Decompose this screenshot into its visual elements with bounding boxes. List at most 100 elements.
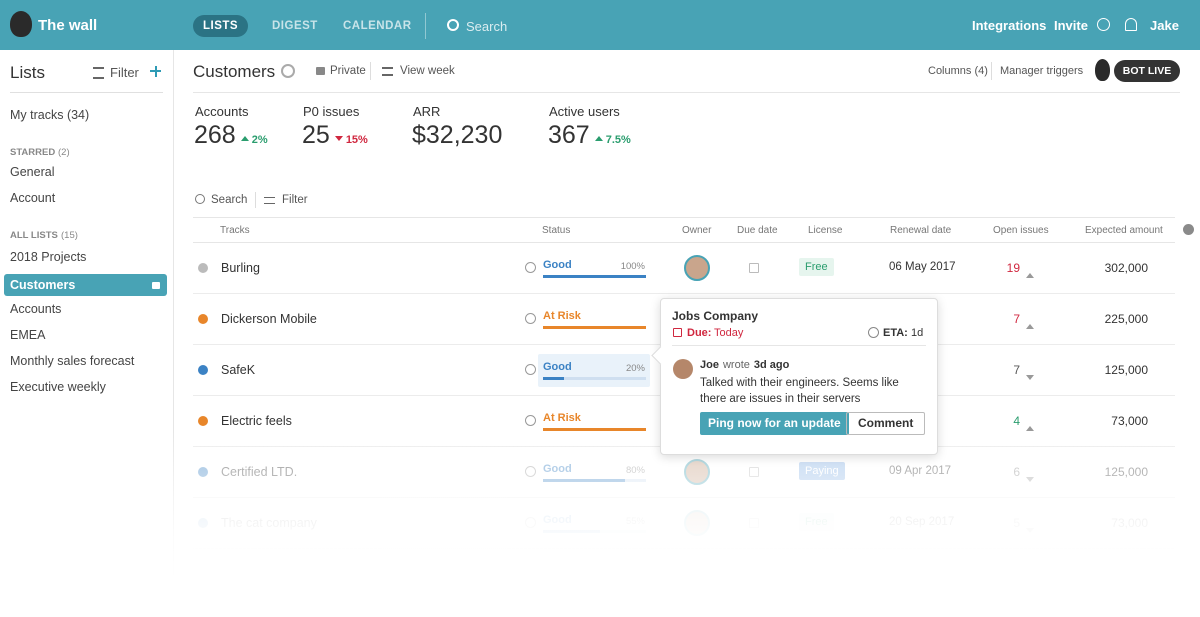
arrow-up xyxy=(1026,426,1034,431)
open-issues: 4 xyxy=(1013,414,1020,428)
open-issues: 6 xyxy=(1013,465,1020,479)
divider xyxy=(370,62,371,80)
due-value: Today xyxy=(714,327,744,339)
stat-label: P0 issues xyxy=(303,104,360,119)
list-item-active[interactable]: Customers xyxy=(4,274,167,296)
owner-avatar[interactable] xyxy=(684,459,710,485)
expected-amount: 73,000 xyxy=(1111,414,1148,428)
track-name[interactable]: Certified LTD. xyxy=(221,465,298,479)
due-icon xyxy=(749,263,759,273)
track-name[interactable]: Burling xyxy=(221,261,260,275)
open-issues: 19 xyxy=(1006,261,1020,275)
status-label[interactable]: Good xyxy=(543,361,572,373)
section-count: (15) xyxy=(61,230,78,241)
popup-title: Jobs Company xyxy=(672,309,759,323)
status-label[interactable]: At Risk xyxy=(543,412,581,424)
search-icon xyxy=(195,194,205,204)
column-header[interactable]: Renewal date xyxy=(890,225,952,236)
status-label[interactable]: Good xyxy=(543,514,572,526)
status-label[interactable]: Good xyxy=(543,259,572,271)
track-name[interactable]: The cat company xyxy=(221,516,317,530)
nav-tab[interactable]: CALENDAR xyxy=(343,20,412,32)
bell-icon[interactable] xyxy=(1125,18,1137,31)
user-menu[interactable]: Jake xyxy=(1150,18,1179,33)
issues-trend xyxy=(1026,367,1034,385)
hr xyxy=(193,217,1175,218)
renewal-date: 09 Apr 2017 xyxy=(889,465,952,477)
stat-row: 25 15% xyxy=(302,121,368,150)
issues-trend xyxy=(1026,265,1034,283)
column-header[interactable]: Status xyxy=(542,225,571,236)
arrow-up xyxy=(1026,273,1034,278)
divider xyxy=(991,62,992,80)
table-row[interactable]: The cat company Good 55% Free 20 Sep 2017 5 73… xyxy=(193,498,1175,549)
issues-trend xyxy=(1026,418,1034,436)
lock-icon xyxy=(316,67,325,75)
list-item[interactable]: Executive weekly xyxy=(10,380,106,394)
columns-button[interactable]: Columns (4) xyxy=(928,65,988,77)
table-row[interactable]: Burling Good 100% Free 06 May 2017 19 302,000 xyxy=(193,243,1175,294)
settings-icon[interactable] xyxy=(281,64,295,78)
column-header[interactable]: Open issues xyxy=(993,225,1049,236)
column-header[interactable]: Owner xyxy=(682,225,712,236)
view-mode[interactable]: View week xyxy=(400,65,455,77)
list-item[interactable]: 2018 Projects xyxy=(10,250,87,264)
bot-logo xyxy=(1095,59,1110,81)
list-item[interactable]: Account xyxy=(10,191,56,205)
column-header[interactable]: Tracks xyxy=(220,225,250,236)
column-header[interactable]: Due date xyxy=(737,225,778,236)
issues-trend xyxy=(1026,316,1034,334)
list-item[interactable]: EMEA xyxy=(10,328,46,342)
expected-amount: 125,000 xyxy=(1104,465,1148,479)
bot-status[interactable]: BOT LIVE xyxy=(1114,60,1180,82)
filter-button[interactable]: Filter xyxy=(110,65,139,80)
expected-amount: 225,000 xyxy=(1104,312,1148,326)
track-name[interactable]: SafeK xyxy=(221,363,256,377)
license-badge: Paying xyxy=(799,462,845,480)
nav-tab[interactable]: DIGEST xyxy=(272,20,318,32)
track-name[interactable]: Electric feels xyxy=(221,414,292,428)
renewal-date: 06 May 2017 xyxy=(889,261,956,273)
list-item[interactable]: My tracks (34) xyxy=(10,108,90,122)
list-item[interactable]: Accounts xyxy=(10,302,62,316)
hr xyxy=(193,92,1180,93)
column-header[interactable]: License xyxy=(808,225,843,236)
privacy[interactable]: Private xyxy=(330,65,366,77)
open-issues: 5 xyxy=(1013,516,1020,530)
add-v xyxy=(154,65,157,77)
owner-avatar[interactable] xyxy=(684,510,710,536)
help-icon[interactable] xyxy=(1097,18,1110,31)
comment-text: Talked with their engineers. Seems like … xyxy=(700,377,899,405)
status-icon xyxy=(525,364,536,375)
status-percent: 100% xyxy=(620,261,645,272)
nav-link[interactable]: Invite xyxy=(1054,18,1088,33)
stat-value: 25 xyxy=(302,121,330,149)
table-search[interactable]: Search xyxy=(211,194,248,206)
add-column[interactable] xyxy=(1183,224,1194,235)
nav-link[interactable]: Integrations xyxy=(972,18,1047,33)
arrow-up xyxy=(240,136,249,141)
stat-row: 268 2% xyxy=(194,121,268,150)
status-label[interactable]: Good xyxy=(543,463,572,475)
status-icon xyxy=(525,466,536,477)
search-icon xyxy=(447,19,459,31)
status-icon xyxy=(525,415,536,426)
stat-value: 268 xyxy=(194,121,236,149)
status-percent: 20% xyxy=(625,363,645,374)
column-header[interactable]: Expected amount xyxy=(1085,225,1163,236)
status-label[interactable]: At Risk xyxy=(543,310,581,322)
nav-tab[interactable]: LISTS xyxy=(193,15,249,37)
row-icon xyxy=(198,314,208,324)
secondary-button[interactable]: Comment xyxy=(846,412,926,435)
verb: wrote xyxy=(722,359,750,371)
list-item[interactable]: Monthly sales forecast xyxy=(10,354,135,368)
primary-button[interactable]: Ping now for an update xyxy=(700,412,849,435)
track-name[interactable]: Dickerson Mobile xyxy=(221,312,317,326)
table-filter[interactable]: Filter xyxy=(282,194,308,206)
owner-avatar[interactable] xyxy=(684,255,710,281)
list-item[interactable]: General xyxy=(10,165,55,179)
row-icon xyxy=(198,416,208,426)
search-input[interactable]: Search xyxy=(466,19,508,34)
manager-triggers[interactable]: Manager triggers xyxy=(1000,65,1084,77)
clock-icon xyxy=(868,327,879,338)
